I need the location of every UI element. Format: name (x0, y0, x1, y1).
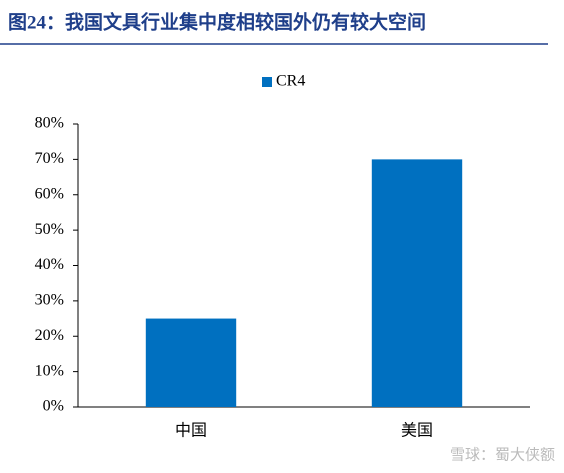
y-tick-label: 70% (35, 150, 64, 167)
x-tick-label: 中国 (175, 422, 207, 440)
x-tick-label: 美国 (401, 422, 433, 440)
y-tick-label: 10% (35, 362, 64, 379)
chart-title: 图24：我国文具行业集中度相较国外仍有较大空间 (8, 10, 426, 33)
bar (145, 318, 237, 407)
y-tick-label: 50% (35, 221, 64, 238)
y-tick-label: 60% (35, 185, 64, 202)
y-tick-label: 0% (43, 398, 64, 415)
y-tick-label: 80% (35, 115, 64, 132)
legend-label: CR4 (276, 73, 305, 90)
legend-swatch (262, 77, 272, 87)
y-tick-label: 40% (35, 256, 64, 273)
y-tick-label: 20% (35, 327, 64, 344)
bar (371, 159, 463, 407)
y-tick-label: 30% (35, 292, 64, 309)
watermark: 雪球：蜀大侠额 (450, 446, 555, 464)
